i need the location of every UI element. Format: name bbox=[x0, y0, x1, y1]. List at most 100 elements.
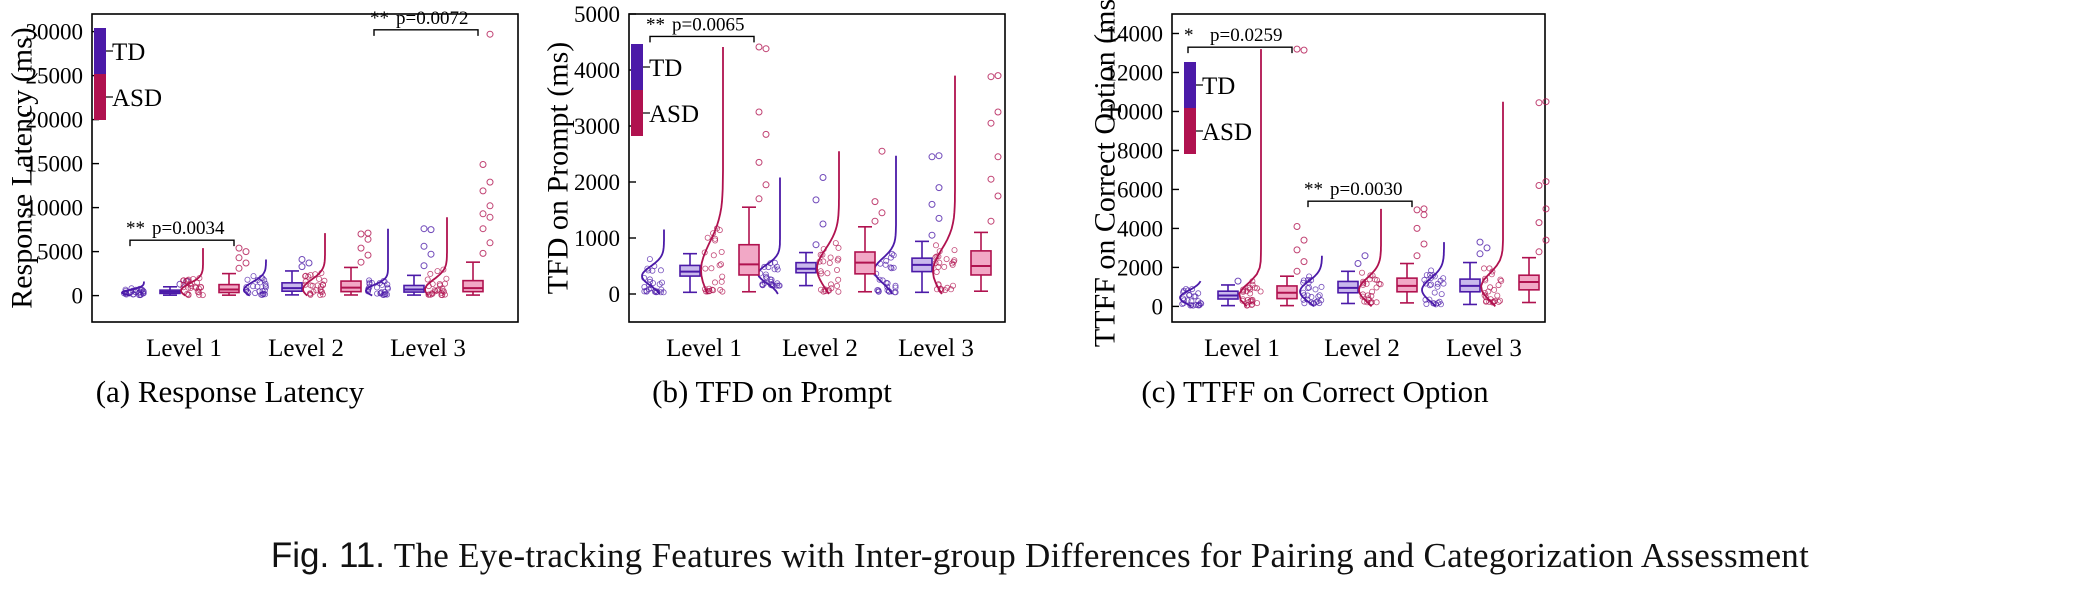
significance-stars: ** bbox=[126, 218, 145, 239]
data-point-td bbox=[1440, 275, 1447, 282]
outlier-point-td bbox=[420, 242, 428, 250]
data-point-td bbox=[767, 260, 774, 267]
outlier-point-asd bbox=[1535, 219, 1543, 227]
data-point-asd bbox=[1249, 278, 1256, 285]
data-point-td bbox=[1423, 300, 1430, 307]
data-point-td bbox=[657, 267, 664, 274]
data-point-asd bbox=[196, 291, 203, 298]
legend-swatch-asd bbox=[631, 90, 643, 136]
outlier-point-asd bbox=[871, 198, 879, 206]
data-point-asd bbox=[180, 281, 187, 288]
outlier-point-asd bbox=[755, 108, 763, 116]
outlier-point-asd bbox=[1300, 46, 1308, 54]
outlier-point-asd bbox=[1420, 205, 1428, 213]
legend-swatch-td bbox=[94, 28, 106, 74]
panel-caption: (a) Response Latency bbox=[96, 374, 365, 409]
data-point-asd bbox=[818, 270, 825, 277]
data-point-td bbox=[380, 291, 387, 298]
data-point-td bbox=[136, 292, 143, 299]
box-asd-level-1 bbox=[738, 243, 760, 276]
legend-swatch-asd bbox=[1184, 108, 1196, 154]
outlier-point-asd bbox=[479, 225, 487, 233]
x-tick-label: Level 1 bbox=[666, 335, 742, 362]
outlier-point-td bbox=[420, 225, 428, 233]
y-tick-label: 4000 bbox=[1117, 216, 1163, 241]
data-point-asd bbox=[818, 286, 825, 293]
data-point-asd bbox=[1481, 265, 1488, 272]
data-point-asd bbox=[1495, 282, 1502, 289]
data-point-asd bbox=[1254, 285, 1261, 292]
outlier-point-asd bbox=[486, 239, 494, 247]
outlier-point-asd bbox=[987, 73, 995, 81]
outlier-point-td bbox=[812, 196, 820, 204]
data-point-asd bbox=[716, 262, 723, 269]
y-tick-label: 2000 bbox=[574, 170, 620, 195]
data-point-asd bbox=[427, 270, 434, 277]
data-point-asd bbox=[718, 248, 725, 255]
data-point-td bbox=[261, 291, 268, 298]
data-point-td bbox=[1189, 286, 1196, 293]
data-point-asd bbox=[1373, 299, 1380, 306]
data-point-asd bbox=[1497, 276, 1504, 283]
significance-p-value: p=0.0072 bbox=[396, 8, 468, 29]
data-point-asd bbox=[832, 240, 839, 247]
density-curve-asd bbox=[816, 151, 840, 295]
outlier-point-asd bbox=[1535, 99, 1543, 107]
data-point-td bbox=[1422, 296, 1429, 303]
data-point-asd bbox=[701, 249, 708, 256]
data-point-asd bbox=[716, 227, 723, 234]
x-tick-label: Level 3 bbox=[1446, 335, 1522, 362]
data-point-asd bbox=[932, 259, 939, 266]
legend-swatch-td bbox=[631, 44, 643, 90]
data-point-td bbox=[243, 284, 250, 291]
data-point-td bbox=[366, 280, 373, 287]
y-tick-label: 10000 bbox=[1106, 99, 1164, 124]
data-point-asd bbox=[827, 254, 834, 261]
density-curve-asd bbox=[1358, 208, 1382, 308]
data-point-asd bbox=[313, 287, 320, 294]
data-point-asd bbox=[702, 286, 709, 293]
outlier-point-asd bbox=[987, 119, 995, 127]
data-point-td bbox=[140, 288, 147, 295]
data-point-asd bbox=[710, 252, 717, 259]
data-point-asd bbox=[936, 259, 943, 266]
data-point-td bbox=[1427, 275, 1434, 282]
data-point-td bbox=[1440, 280, 1447, 287]
data-point-td bbox=[1438, 291, 1445, 298]
data-point-asd bbox=[190, 275, 197, 282]
y-tick-label: 15000 bbox=[26, 152, 84, 177]
y-tick-label: 8000 bbox=[1117, 138, 1163, 163]
outlier-point-asd bbox=[1413, 206, 1421, 214]
outlier-point-td bbox=[1483, 244, 1491, 252]
y-tick-label: 1000 bbox=[574, 226, 620, 251]
data-point-td bbox=[884, 280, 891, 287]
outlier-point-asd bbox=[1542, 205, 1550, 213]
data-point-td bbox=[646, 278, 653, 285]
data-point-asd bbox=[719, 273, 726, 280]
data-point-asd bbox=[1254, 300, 1261, 307]
outlier-point-asd bbox=[1542, 178, 1550, 186]
data-point-td bbox=[256, 288, 263, 295]
data-point-asd bbox=[1239, 296, 1246, 303]
outlier-point-asd bbox=[994, 72, 1002, 80]
significance-p-value: p=0.0259 bbox=[1210, 25, 1282, 46]
data-point-td bbox=[1431, 273, 1438, 280]
legend-label-td: TD bbox=[112, 39, 145, 66]
significance-stars: ** bbox=[646, 14, 665, 35]
data-point-td bbox=[882, 261, 889, 268]
data-point-td bbox=[660, 289, 667, 296]
data-point-td bbox=[1195, 290, 1202, 297]
legend-swatch-asd bbox=[94, 74, 106, 120]
data-point-td bbox=[649, 267, 656, 274]
data-point-td bbox=[771, 266, 778, 273]
y-axis-label: Response Latency (ms) bbox=[6, 27, 39, 309]
data-point-asd bbox=[305, 273, 312, 280]
plot-frame bbox=[91, 13, 519, 323]
data-point-td bbox=[892, 282, 899, 289]
outlier-point-asd bbox=[364, 251, 372, 259]
significance-bracket bbox=[1307, 200, 1413, 208]
density-curve-asd bbox=[302, 233, 326, 297]
outlier-point-asd bbox=[755, 158, 763, 166]
data-point-td bbox=[654, 288, 661, 295]
legend-label-td: TD bbox=[649, 55, 682, 82]
